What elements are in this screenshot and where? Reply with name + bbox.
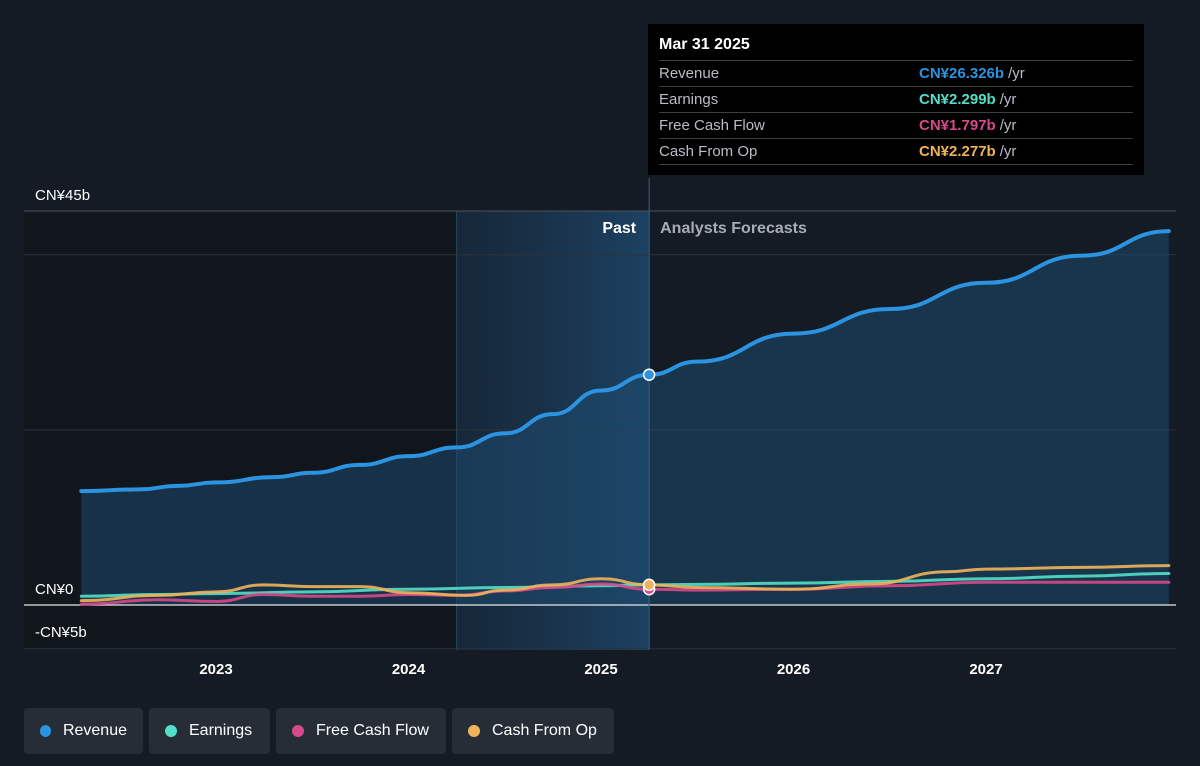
legend-dot-icon (292, 725, 304, 737)
legend-label: Revenue (62, 722, 127, 739)
tooltip-row-cash-from-op: Cash From Op CN¥2.277b /yr (659, 138, 1133, 165)
series-line-cash-from-op (79, 564, 1171, 603)
marker-revenue (642, 368, 656, 381)
tooltip-value: CN¥2.277b (919, 143, 996, 160)
legend-item-revenue[interactable]: Revenue (24, 708, 143, 754)
tooltip-row-revenue: Revenue CN¥26.326b /yr (659, 60, 1133, 86)
revenue-area (81, 231, 1169, 606)
tooltip-unit: /yr (999, 143, 1017, 160)
legend-dot-icon (165, 725, 177, 737)
tooltip-label: Revenue (659, 65, 720, 82)
forecast-label: Analysts Forecasts (660, 220, 807, 237)
legend: Revenue Earnings Free Cash Flow Cash Fro… (24, 708, 614, 754)
tooltip-label: Free Cash Flow (659, 117, 765, 134)
tooltip-unit: /yr (1008, 65, 1025, 82)
tooltip-value: CN¥26.326b (919, 65, 1005, 82)
y-tick-label-45b: CN¥45b (35, 187, 90, 204)
tooltip-date: Mar 31 2025 (659, 36, 750, 53)
legend-dot-icon (40, 725, 51, 737)
tooltip-label: Cash From Op (659, 143, 758, 160)
tooltip-row-free-cash-flow: Free Cash Flow CN¥1.797b /yr (659, 112, 1133, 138)
tooltip-value: CN¥2.299b (919, 91, 996, 108)
past-label: Past (602, 220, 636, 237)
legend-label: Earnings (189, 722, 253, 739)
series-line-revenue (79, 229, 1171, 494)
x-tick-label-2027: 2027 (969, 661, 1002, 678)
tooltip-label: Earnings (659, 91, 719, 108)
legend-dot-icon (468, 725, 480, 737)
y-tick-label-0: CN¥0 (35, 581, 73, 598)
legend-item-free-cash-flow[interactable]: Free Cash Flow (276, 708, 446, 754)
chart-canvas: CN¥45b CN¥0 -CN¥5b 2023 2024 2025 2026 2027 Past… (24, 178, 1176, 678)
x-tick-label-2026: 2026 (777, 661, 810, 678)
y-tick-label-neg-5b: -CN¥5b (35, 624, 87, 641)
x-tick-label-2025: 2025 (584, 661, 617, 678)
tooltip-unit: /yr (999, 91, 1017, 108)
x-tick-label-2023: 2023 (199, 661, 232, 678)
x-tick-label-2024: 2024 (392, 661, 426, 678)
marker-cash-from-op (642, 578, 656, 592)
series-line-earnings (79, 571, 1171, 598)
legend-item-earnings[interactable]: Earnings (149, 708, 270, 754)
tooltip-value: CN¥1.797b (919, 117, 996, 134)
series-line-free-cash-flow (79, 580, 1171, 606)
tooltip-unit: /yr (999, 117, 1017, 134)
legend-item-cash-from-op[interactable]: Cash From Op (452, 708, 614, 754)
tooltip-row-earnings: Earnings CN¥2.299b /yr (659, 86, 1133, 112)
legend-label: Free Cash Flow (316, 722, 429, 739)
tooltip: Mar 31 2025 Revenue CN¥26.326b /yr Earni… (648, 24, 1144, 175)
legend-label: Cash From Op (492, 722, 597, 739)
